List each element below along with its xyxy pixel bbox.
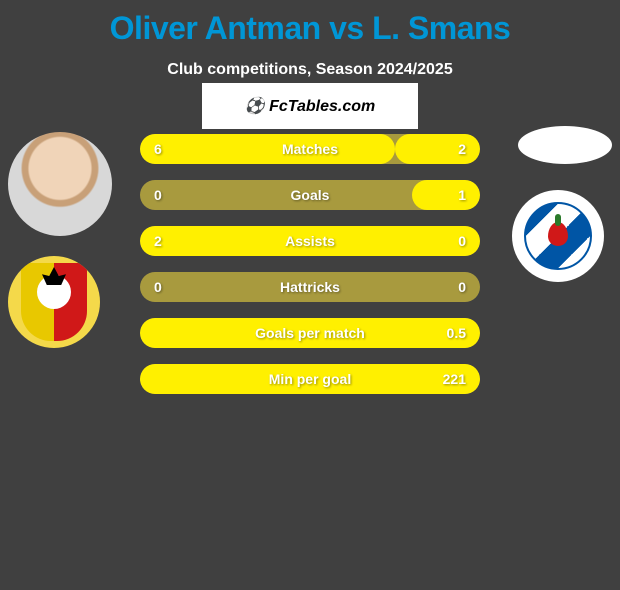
face-placeholder [8,132,112,236]
stat-label: Hattricks [140,272,480,302]
stats-bars: 6Matches20Goals12Assists00Hattricks0Goal… [140,134,480,410]
stat-label: Assists [140,226,480,256]
go-ahead-eagles-crest-icon [21,263,87,341]
stat-row: Goals per match0.5 [140,318,480,348]
stat-value-right: 221 [443,364,466,394]
stat-row: 6Matches2 [140,134,480,164]
stat-label: Goals [140,180,480,210]
stat-label: Matches [140,134,480,164]
stat-value-right: 0 [458,226,466,256]
stat-row: 2Assists0 [140,226,480,256]
stat-value-right: 0.5 [447,318,466,348]
stat-value-right: 0 [458,272,466,302]
fctables-logo: ⚽ FcTables.com [202,83,418,129]
stat-value-right: 1 [458,180,466,210]
stat-value-right: 2 [458,134,466,164]
left-avatars [8,132,112,368]
left-player-avatar [8,132,112,236]
stat-row: 0Goals1 [140,180,480,210]
right-player-avatar [518,126,612,164]
stat-row: 0Hattricks0 [140,272,480,302]
stat-row: Min per goal221 [140,364,480,394]
heerenveen-crest-icon [524,202,592,270]
comparison-title: Oliver Antman vs L. Smans [0,10,620,47]
stat-label: Goals per match [140,318,480,348]
right-club-crest [512,190,604,282]
stat-label: Min per goal [140,364,480,394]
comparison-subtitle: Club competitions, Season 2024/2025 [0,61,620,79]
right-avatars [512,126,612,302]
left-club-crest [8,256,100,348]
